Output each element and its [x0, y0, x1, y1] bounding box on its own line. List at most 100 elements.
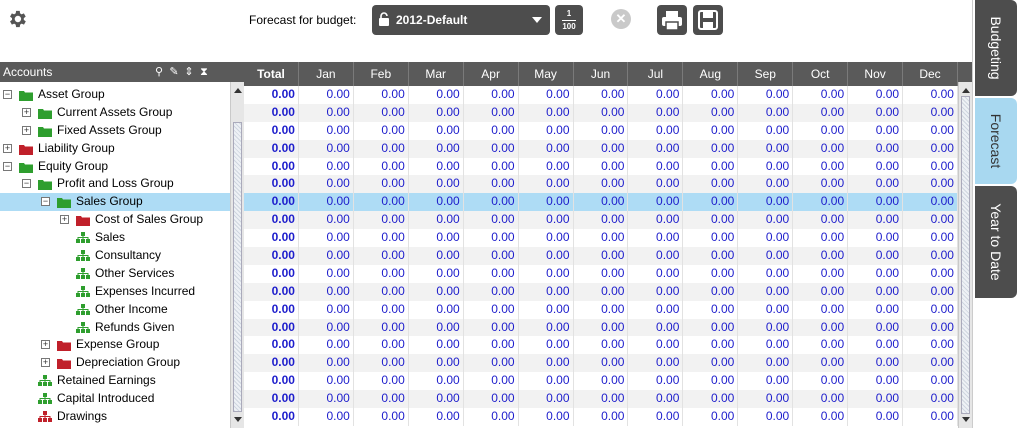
month-cell[interactable]: 0.00: [683, 139, 739, 158]
tab-forecast[interactable]: Forecast: [975, 98, 1017, 184]
month-cell[interactable]: 0.00: [628, 103, 684, 122]
month-cell[interactable]: 0.00: [738, 390, 794, 409]
expand-icon[interactable]: +: [22, 106, 31, 117]
month-cell[interactable]: 0.00: [628, 86, 684, 104]
month-cell[interactable]: 0.00: [574, 336, 629, 355]
month-cell[interactable]: 0.00: [464, 121, 519, 140]
month-cell[interactable]: 0.00: [409, 354, 464, 373]
total-cell[interactable]: 0.00: [244, 390, 299, 409]
month-cell[interactable]: 0.00: [519, 103, 574, 122]
grid-scrollbar[interactable]: [958, 82, 972, 428]
month-cell[interactable]: 0.00: [903, 264, 958, 283]
month-cell[interactable]: 0.00: [299, 86, 354, 104]
month-cell[interactable]: 0.00: [738, 211, 794, 230]
gear-icon[interactable]: [6, 8, 28, 30]
month-cell[interactable]: 0.00: [848, 86, 904, 104]
expand-icon[interactable]: +: [22, 124, 31, 135]
month-cell[interactable]: 0.00: [683, 211, 739, 230]
month-cell[interactable]: 0.00: [793, 229, 849, 248]
month-cell[interactable]: 0.00: [354, 86, 409, 104]
month-cell[interactable]: 0.00: [903, 408, 958, 426]
month-cell[interactable]: 0.00: [354, 211, 409, 230]
month-cell[interactable]: 0.00: [409, 300, 464, 319]
month-cell[interactable]: 0.00: [354, 318, 409, 337]
month-cell[interactable]: 0.00: [574, 390, 629, 409]
month-cell[interactable]: 0.00: [464, 354, 519, 373]
month-cell[interactable]: 0.00: [574, 354, 629, 373]
month-cell[interactable]: 0.00: [903, 86, 958, 104]
month-cell[interactable]: 0.00: [464, 211, 519, 230]
month-cell[interactable]: 0.00: [464, 247, 519, 265]
month-cell[interactable]: 0.00: [299, 247, 354, 265]
month-cell[interactable]: 0.00: [793, 193, 849, 212]
month-cell[interactable]: 0.00: [848, 193, 904, 212]
month-cell[interactable]: 0.00: [683, 157, 739, 176]
month-cell[interactable]: 0.00: [299, 354, 354, 373]
total-cell[interactable]: 0.00: [244, 300, 299, 319]
month-cell[interactable]: 0.00: [903, 121, 958, 140]
month-cell[interactable]: 0.00: [519, 211, 574, 230]
month-cell[interactable]: 0.00: [628, 157, 684, 176]
tree-row[interactable]: Drawings: [0, 408, 230, 426]
month-cell[interactable]: 0.00: [848, 139, 904, 158]
month-cell[interactable]: 0.00: [738, 336, 794, 355]
month-cell[interactable]: 0.00: [628, 318, 684, 337]
month-cell[interactable]: 0.00: [848, 390, 904, 409]
month-cell[interactable]: 0.00: [848, 336, 904, 355]
month-cell[interactable]: 0.00: [519, 336, 574, 355]
month-cell[interactable]: 0.00: [793, 282, 849, 301]
month-cell[interactable]: 0.00: [793, 121, 849, 140]
month-cell[interactable]: 0.00: [354, 390, 409, 409]
total-cell[interactable]: 0.00: [244, 211, 299, 230]
month-cell[interactable]: 0.00: [409, 86, 464, 104]
month-cell[interactable]: 0.00: [299, 121, 354, 140]
column-header-jun[interactable]: Jun: [574, 62, 629, 86]
month-cell[interactable]: 0.00: [848, 372, 904, 391]
month-cell[interactable]: 0.00: [464, 300, 519, 319]
scroll-thumb[interactable]: [233, 122, 242, 412]
month-cell[interactable]: 0.00: [738, 264, 794, 283]
total-cell[interactable]: 0.00: [244, 139, 299, 158]
month-cell[interactable]: 0.00: [409, 282, 464, 301]
month-cell[interactable]: 0.00: [903, 211, 958, 230]
month-cell[interactable]: 0.00: [409, 390, 464, 409]
expand-icon[interactable]: +: [41, 339, 50, 350]
month-cell[interactable]: 0.00: [793, 86, 849, 104]
month-cell[interactable]: 0.00: [738, 282, 794, 301]
column-header-apr[interactable]: Apr: [464, 62, 519, 86]
month-cell[interactable]: 0.00: [574, 211, 629, 230]
month-cell[interactable]: 0.00: [299, 157, 354, 176]
month-cell[interactable]: 0.00: [519, 408, 574, 426]
month-cell[interactable]: 0.00: [738, 103, 794, 122]
tree-row[interactable]: + Fixed Assets Group: [0, 122, 230, 140]
month-cell[interactable]: 0.00: [683, 193, 739, 212]
month-cell[interactable]: 0.00: [848, 264, 904, 283]
tree-row[interactable]: Capital Introduced: [0, 390, 230, 408]
total-cell[interactable]: 0.00: [244, 247, 299, 265]
month-cell[interactable]: 0.00: [683, 247, 739, 265]
month-cell[interactable]: 0.00: [683, 390, 739, 409]
month-cell[interactable]: 0.00: [299, 282, 354, 301]
total-cell[interactable]: 0.00: [244, 336, 299, 355]
month-cell[interactable]: 0.00: [409, 318, 464, 337]
month-cell[interactable]: 0.00: [299, 408, 354, 426]
month-cell[interactable]: 0.00: [628, 300, 684, 319]
month-cell[interactable]: 0.00: [409, 157, 464, 176]
total-cell[interactable]: 0.00: [244, 157, 299, 176]
print-button[interactable]: [657, 5, 687, 35]
column-header-sep[interactable]: Sep: [738, 62, 794, 86]
month-cell[interactable]: 0.00: [409, 121, 464, 140]
month-cell[interactable]: 0.00: [683, 229, 739, 248]
month-cell[interactable]: 0.00: [354, 408, 409, 426]
month-cell[interactable]: 0.00: [299, 264, 354, 283]
month-cell[interactable]: 0.00: [519, 121, 574, 140]
month-cell[interactable]: 0.00: [738, 300, 794, 319]
scroll-up-arrow-icon[interactable]: [234, 88, 242, 93]
total-cell[interactable]: 0.00: [244, 103, 299, 122]
month-cell[interactable]: 0.00: [738, 157, 794, 176]
month-cell[interactable]: 0.00: [519, 282, 574, 301]
month-cell[interactable]: 0.00: [903, 282, 958, 301]
month-cell[interactable]: 0.00: [903, 193, 958, 212]
month-cell[interactable]: 0.00: [628, 175, 684, 194]
month-cell[interactable]: 0.00: [738, 229, 794, 248]
